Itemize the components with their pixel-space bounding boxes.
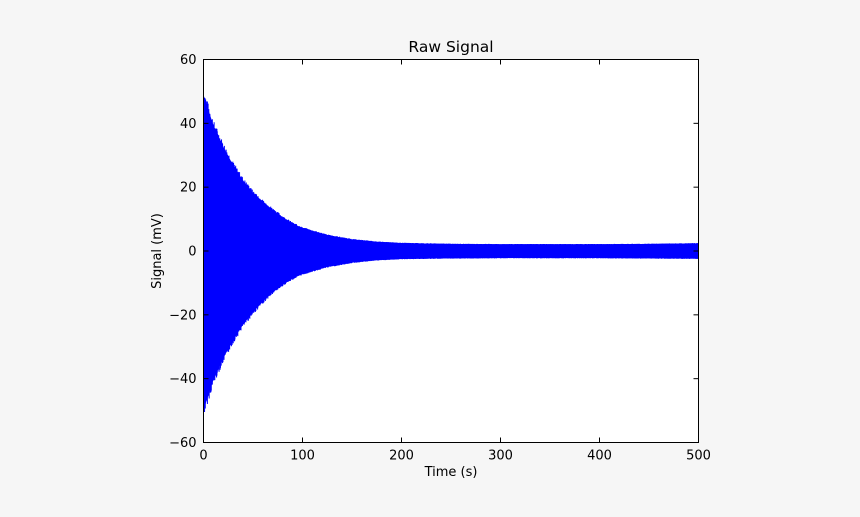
y-tick-label: −60 (169, 436, 196, 451)
ticks-layer: 0 100 200 300 400 500 −60 −40 −20 0 20 40 60 (169, 53, 711, 464)
y-tick-label: 40 (180, 117, 197, 132)
x-axis-label: Time (s) (424, 465, 478, 480)
y-tick-label: 0 (188, 245, 196, 260)
y-tick-label: 60 (180, 53, 197, 68)
x-tick-label: 500 (686, 449, 711, 464)
y-axis-label: Signal (mV) (150, 213, 165, 289)
y-tick-label: −40 (169, 372, 196, 387)
x-tick-label: 300 (488, 449, 513, 464)
x-tick-label: 100 (290, 449, 315, 464)
x-tick-label: 200 (389, 449, 414, 464)
chart-title: Raw Signal (408, 38, 493, 56)
y-tick-label: −20 (169, 308, 196, 323)
y-tick-label: 20 (180, 181, 197, 196)
x-tick-label: 400 (587, 449, 612, 464)
series-envelope-fill (203, 94, 699, 411)
series-layer (203, 94, 699, 412)
x-tick-label: 0 (199, 449, 207, 464)
